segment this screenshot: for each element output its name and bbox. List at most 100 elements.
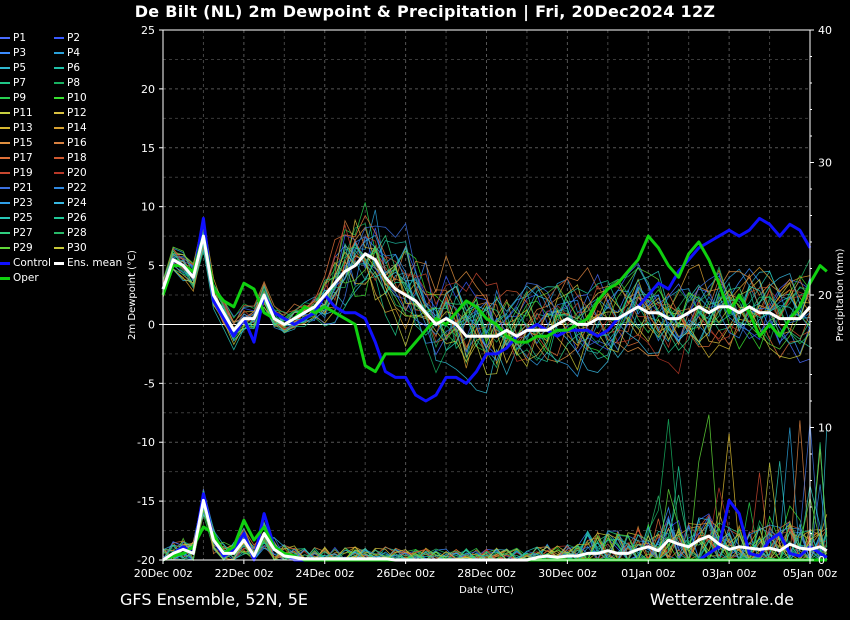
legend-swatch <box>54 67 64 69</box>
legend-swatch <box>0 52 10 54</box>
legend-swatch <box>54 157 64 159</box>
y-tick-label-8: -15 <box>137 495 155 508</box>
legend-swatch <box>0 232 10 234</box>
legend-label: P21 <box>13 182 33 194</box>
y-tick-label-2: 15 <box>141 142 155 155</box>
legend-swatch <box>0 217 10 219</box>
legend-swatch <box>54 97 64 99</box>
legend-item-p25: P25 <box>0 211 33 226</box>
y2-tick-label-1: 30 <box>818 157 832 170</box>
legend-item-p10: P10 <box>54 91 87 106</box>
legend-label: P25 <box>13 212 33 224</box>
legend-swatch <box>54 37 64 39</box>
legend-label: P20 <box>67 167 87 179</box>
legend-item-p29: P29 <box>0 241 33 256</box>
legend-item-p26: P26 <box>54 211 87 226</box>
legend-label: P11 <box>13 107 33 119</box>
legend-label: P29 <box>13 242 33 254</box>
y-tick-label-9: -20 <box>137 554 155 567</box>
legend-label: P9 <box>13 92 27 104</box>
legend-swatch <box>54 142 64 144</box>
legend-swatch <box>0 172 10 174</box>
legend-item-p9: P9 <box>0 91 26 106</box>
axes: 25 20 15 10 5 0 -5 -10 -15 -20 40 30 20 10 0 20Dec 00z 2… <box>127 24 846 596</box>
legend-swatch <box>0 247 10 249</box>
x-tick-label-1: 22Dec 00z <box>215 567 274 580</box>
legend-swatch <box>54 127 64 129</box>
legend-swatch <box>54 261 64 265</box>
legend-item-p15: P15 <box>0 136 33 151</box>
y2-tick-label-4: 0 <box>818 554 825 567</box>
legend-label: P1 <box>13 32 27 44</box>
legend-swatch <box>0 202 10 204</box>
legend-item-p13: P13 <box>0 121 33 136</box>
legend-item-p18: P18 <box>54 151 87 166</box>
legend-swatch <box>0 112 10 114</box>
legend-item-p6: P6 <box>54 61 80 76</box>
legend-swatch <box>0 157 10 159</box>
member-dewpoint-line-P4 <box>162 209 811 358</box>
legend-swatch <box>0 127 10 129</box>
legend-label: P18 <box>67 152 87 164</box>
x-tick-label-5: 30Dec 00z <box>538 567 597 580</box>
x-tick-label-3: 26Dec 00z <box>376 567 435 580</box>
legend-label: P22 <box>67 182 87 194</box>
y2-axis-label: Precipitation (mm) <box>835 248 846 341</box>
legend-label: P4 <box>67 47 81 59</box>
legend-item-p14: P14 <box>54 121 87 136</box>
legend-item-p8: P8 <box>54 76 80 91</box>
legend-label: Oper <box>13 272 39 284</box>
y-tick-label-7: -10 <box>137 436 155 449</box>
legend-swatch <box>54 112 64 114</box>
legend-item-p12: P12 <box>54 106 87 121</box>
legend-swatch <box>0 37 10 39</box>
legend-item-p7: P7 <box>0 76 26 91</box>
y-tick-label-6: -5 <box>144 377 155 390</box>
legend-label: P7 <box>13 77 27 89</box>
legend-item-p11: P11 <box>0 106 33 121</box>
legend-label: P5 <box>13 62 27 74</box>
y2-tick-label-3: 10 <box>818 422 832 435</box>
legend-label: P26 <box>67 212 87 224</box>
y-tick-label-0: 25 <box>141 24 155 37</box>
legend-label: P23 <box>13 197 33 209</box>
legend-swatch <box>54 217 64 219</box>
legend-label: P19 <box>13 167 33 179</box>
legend-swatch <box>0 82 10 84</box>
legend-item-control: Control <box>0 256 51 271</box>
x-tick-label-2: 24Dec 00z <box>295 567 354 580</box>
x-tick-label-7: 03Jan 00z <box>702 567 756 580</box>
legend-label: P24 <box>67 197 87 209</box>
legend-label: P14 <box>67 122 87 134</box>
legend-label: P17 <box>13 152 33 164</box>
legend-swatch <box>54 202 64 204</box>
legend-item-p19: P19 <box>0 166 33 181</box>
source-label: Wetterzentrale.de <box>649 590 794 609</box>
legend-swatch <box>0 261 10 265</box>
legend-swatch <box>54 52 64 54</box>
legend-item-p2: P2 <box>54 31 80 46</box>
legend-swatch <box>54 187 64 189</box>
legend-item-p28: P28 <box>54 226 87 241</box>
legend-item-p5: P5 <box>0 61 26 76</box>
legend-item-p23: P23 <box>0 196 33 211</box>
legend-swatch <box>54 232 64 234</box>
legend-label: P28 <box>67 227 87 239</box>
model-label: GFS Ensemble, 52N, 5E <box>120 590 308 609</box>
y-tick-label-5: 0 <box>148 318 155 331</box>
x-tick-label-6: 01Jan 00z <box>621 567 675 580</box>
legend-label: Control <box>13 257 51 269</box>
legend-swatch <box>54 82 64 84</box>
legend-swatch <box>54 247 64 249</box>
legend-item-p17: P17 <box>0 151 33 166</box>
legend-item-p3: P3 <box>0 46 26 61</box>
legend-label: Ens. mean <box>67 257 123 269</box>
legend-item-p16: P16 <box>54 136 87 151</box>
legend-label: P30 <box>67 242 87 254</box>
y-axis-label: 2m Dewpoint (°C) <box>127 250 138 340</box>
x-tick-label-4: 28Dec 00z <box>457 567 516 580</box>
legend-label: P10 <box>67 92 87 104</box>
y-tick-label-1: 20 <box>141 83 155 96</box>
legend-swatch <box>0 187 10 189</box>
